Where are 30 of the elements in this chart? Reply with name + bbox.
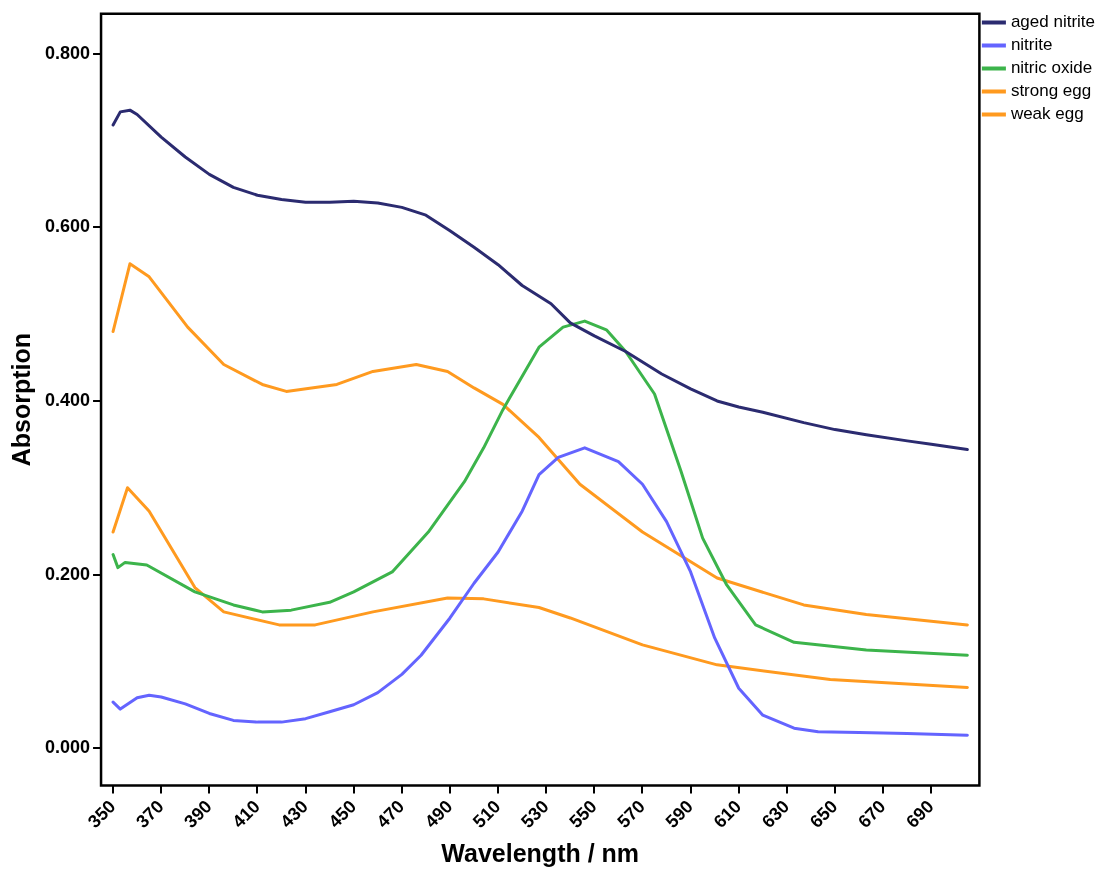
x-tick-label: 630 [757,796,794,832]
x-axis-title: Wavelength / nm [441,838,640,867]
x-tick-label: 470 [372,796,409,832]
y-tick-label: 0.000 [45,737,91,758]
x-tick-label: 650 [805,796,842,832]
y-tick-label: 0.400 [45,389,91,410]
x-tick-label: 510 [469,796,505,832]
x-tick-label: 610 [709,796,746,832]
y-axis-title: Absorption [6,332,35,467]
legend-label: strong egg [1010,81,1092,101]
y-tick-label: 0.600 [45,216,91,237]
x-tick-label: 530 [517,796,553,832]
x-tick-label: 450 [324,796,361,832]
x-tick-label: 390 [180,796,216,832]
x-tick-label: 370 [132,796,168,832]
x-tick-label: 550 [565,796,601,832]
x-tick-label: 490 [420,796,457,832]
x-tick-label: 410 [228,796,264,832]
y-tick-label: 0.800 [45,42,91,63]
x-tick-label: 670 [854,796,890,832]
legend-label: nitric oxide [1010,58,1093,78]
x-tick-label: 430 [276,796,312,832]
legend-label: aged nitrite [1010,12,1096,32]
legend-label: weak egg [1009,104,1084,124]
y-tick-label: 0.200 [45,563,91,584]
legend-label: nitrite [1010,35,1053,55]
x-tick-label: 690 [902,796,938,832]
x-tick-label: 590 [661,796,697,832]
x-tick-label: 350 [84,796,120,832]
x-tick-label: 570 [613,796,649,832]
